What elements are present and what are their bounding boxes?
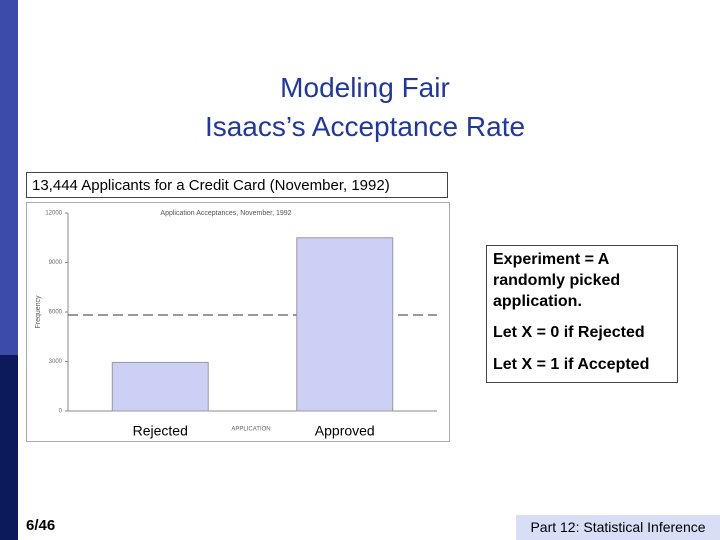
side-bar [0,355,18,540]
page-number: 6/46 [26,517,56,534]
bar [111,361,209,412]
caption: 13,444 Applicants for a Credit Card (Nov… [26,172,448,198]
x-tick-label: Rejected [133,423,188,439]
y-tick-label: 3000 [49,359,63,365]
chart: Application Acceptances, November, 1992 … [26,202,450,442]
y-tick-label: 12000 [45,211,62,217]
text-line: Let X = 1 if Accepted [493,356,650,373]
y-tick-label: 9000 [49,260,63,266]
y-axis-label: Frequency [35,295,42,329]
text-line: Let X = 0 if Rejected [493,324,645,341]
text-line: Experiment = A randomly picked applicati… [493,251,621,310]
chart-title: Application Acceptances, November, 1992 [160,210,291,217]
bar [296,237,394,412]
slide-title: Modeling Fair [280,72,450,103]
side-bar [0,0,18,355]
x-tick-label: Approved [315,423,375,439]
x-axis-label: APPLICATION [231,427,270,433]
y-tick-label: 0 [59,409,63,415]
y-tick-label: 6000 [49,310,63,316]
slide-title: Isaacs’s Acceptance Rate [204,111,526,142]
section-label: Part 12: Statistical Inference [516,515,720,540]
text-box: Experiment = A randomly picked applicati… [486,245,678,383]
